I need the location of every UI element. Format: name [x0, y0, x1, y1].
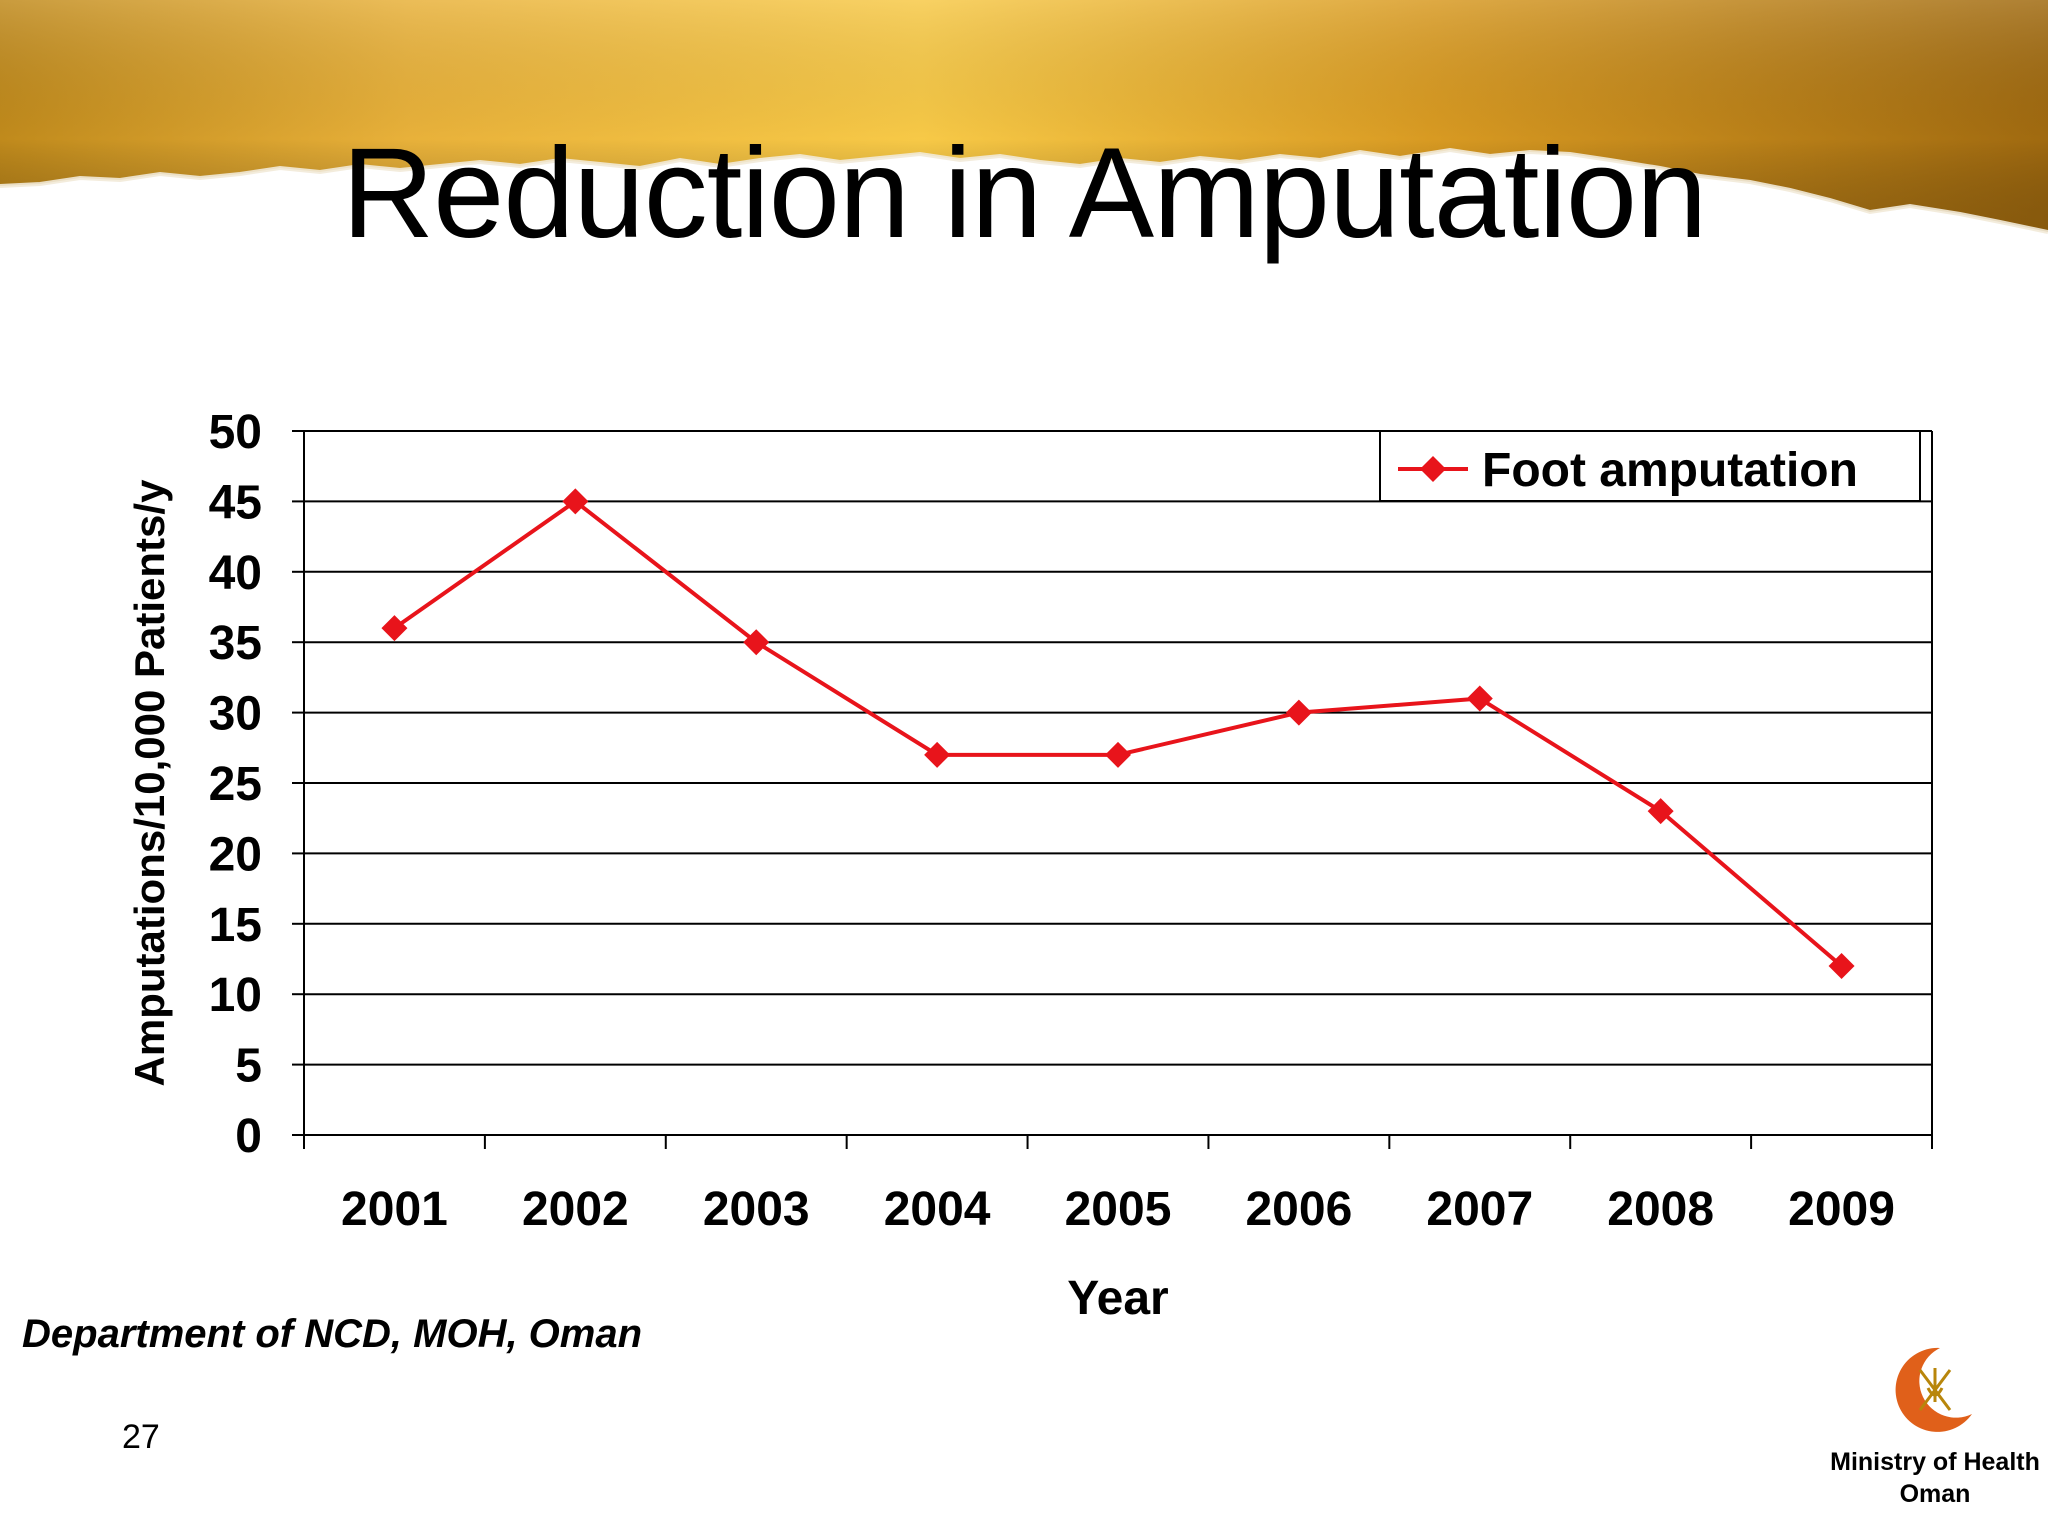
y-tick-label: 45 — [209, 476, 262, 529]
slide-number: 27 — [122, 1418, 160, 1456]
banner-torn-edge — [0, 147, 2048, 234]
x-tick-label-2006: 2006 — [1245, 1183, 1352, 1236]
data-point-2004 — [924, 741, 951, 768]
x-tick-label-2005: 2005 — [1065, 1183, 1172, 1236]
x-tick-label-2009: 2009 — [1788, 1183, 1895, 1236]
y-tick-label: 35 — [209, 617, 262, 670]
data-point-2002 — [562, 488, 589, 515]
torn-paper-banner — [0, 0, 2048, 234]
ministry-emblem-icon — [1895, 1347, 1972, 1432]
data-point-2008 — [1647, 798, 1674, 825]
x-tick-label-2001: 2001 — [341, 1183, 448, 1236]
grid-lines — [292, 430, 1933, 1149]
x-tick-label-2002: 2002 — [522, 1183, 629, 1236]
source-note: Department of NCD, MOH, Oman — [22, 1312, 643, 1356]
data-point-2003 — [743, 629, 770, 656]
data-point-2001 — [381, 615, 408, 642]
x-tick-label-2007: 2007 — [1426, 1183, 1533, 1236]
axes — [303, 431, 1933, 1149]
banner-shading — [0, 0, 2048, 232]
data-point-2009 — [1828, 953, 1855, 980]
ministry-name-line2: Oman — [1899, 1480, 1971, 1508]
y-tick-label: 50 — [209, 406, 262, 459]
khanjar-emblem — [1918, 1368, 1952, 1411]
series-foot-amputation — [381, 488, 1855, 980]
legend-box — [1379, 430, 1921, 502]
crescent-shape — [1895, 1347, 1972, 1432]
data-point-2005 — [1105, 741, 1131, 768]
chart-legend: Foot amputation — [1379, 430, 1921, 502]
y-tick-label: 15 — [209, 899, 262, 952]
slide-title: Reduction in Amputation — [341, 122, 1708, 265]
y-tick-label: 0 — [235, 1110, 262, 1163]
x-tick-label-2004: 2004 — [884, 1183, 991, 1236]
y-tick-labels: 0 5 10 15 20 25 30 35 40 45 50 — [209, 406, 262, 1163]
data-point-2007 — [1466, 685, 1493, 712]
x-tick-labels: 2001 2002 2003 2004 2005 2006 2007 2008 2009 — [341, 1183, 1895, 1236]
x-tick-label-2003: 2003 — [703, 1183, 810, 1236]
x-tick-label-2008: 2008 — [1607, 1183, 1714, 1236]
data-point-2006 — [1285, 699, 1312, 726]
y-axis-title: Amputations/10,000 Patients/y — [126, 479, 173, 1087]
y-tick-label: 20 — [209, 828, 262, 881]
y-tick-label: 30 — [209, 688, 262, 741]
ministry-name: Ministry of Health Oman — [1810, 1446, 2048, 1510]
y-tick-label: 25 — [209, 758, 262, 811]
ministry-name-line1: Ministry of Health — [1830, 1448, 2040, 1476]
y-tick-label: 5 — [235, 1040, 262, 1093]
legend-swatch-marker — [1420, 456, 1446, 482]
y-tick-label: 10 — [209, 969, 262, 1022]
legend-label: Foot amputation — [1482, 444, 1858, 497]
y-tick-label: 40 — [209, 547, 262, 600]
x-axis-title: Year — [1067, 1272, 1168, 1325]
